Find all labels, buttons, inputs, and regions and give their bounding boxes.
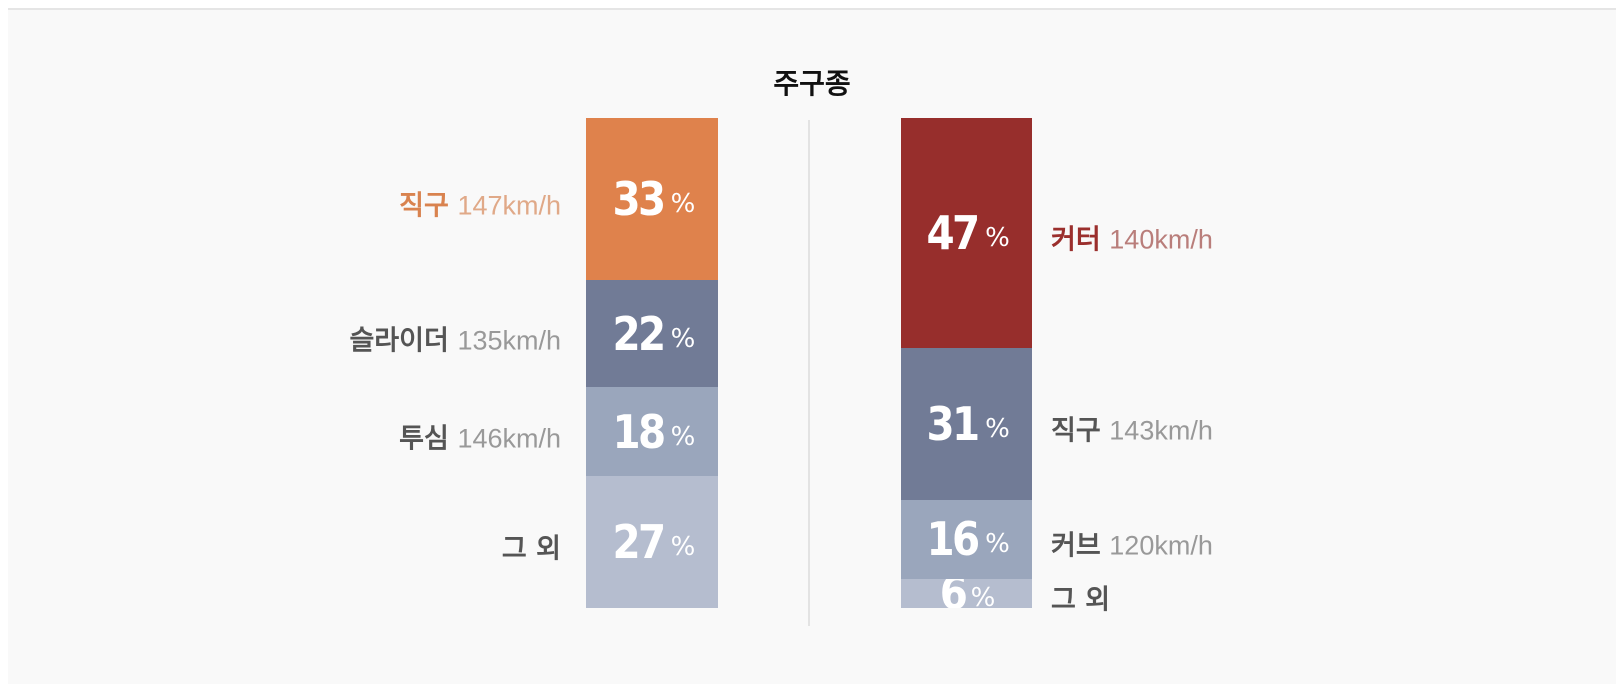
pitch-speed: 143km/h: [1109, 415, 1213, 446]
bar-segment-left-1: 33%: [586, 118, 718, 280]
percent-value: 18: [612, 404, 666, 459]
percent-symbol: %: [670, 323, 696, 354]
percent-value: 6: [939, 578, 967, 608]
segment-label-left-4: 그 외: [502, 526, 561, 565]
bar-segment-right-2: 31%: [901, 348, 1032, 501]
segment-label-left-3: 투심 146km/h: [399, 416, 561, 455]
percent-symbol: %: [985, 414, 1010, 445]
segment-label-left-2: 슬라이더 135km/h: [349, 318, 561, 357]
pitch-speed: 120km/h: [1109, 530, 1213, 561]
chart-title: 주구종: [773, 67, 851, 100]
segment-label-right-3: 커브 120km/h: [1051, 524, 1213, 563]
pitch-name: 커브: [1051, 530, 1101, 562]
pitch-speed: 135km/h: [457, 325, 561, 356]
pitch-speed: 140km/h: [1109, 224, 1213, 255]
percent-value: 47: [926, 206, 981, 261]
pitch-name: 커터: [1051, 224, 1101, 256]
percent-symbol: %: [670, 188, 696, 219]
percent-symbol: %: [670, 421, 696, 452]
pitch-speed: 146km/h: [457, 423, 561, 454]
pitch-name: 투심: [399, 423, 449, 455]
pitch-name: 그 외: [501, 533, 561, 565]
chart-panel: 주구종 33% 22% 18% 27% 47% 31% 16% 6% 직구 147km/h 슬…: [8, 8, 1616, 684]
percent-symbol: %: [670, 531, 696, 562]
bar-segment-right-3: 16%: [901, 500, 1032, 579]
percent-value: 22: [612, 306, 666, 361]
pitch-name: 그 외: [1051, 584, 1111, 616]
top-rule: [8, 8, 1616, 10]
pitch-name: 슬라이더: [349, 325, 449, 357]
percent-value: 33: [612, 171, 666, 226]
percent-value: 16: [926, 512, 981, 567]
bar-segment-right-4: 6%: [901, 578, 1032, 608]
percent-value: 27: [612, 514, 666, 569]
pitch-speed: 147km/h: [457, 190, 561, 221]
stack-left: 33% 22% 18% 27%: [586, 118, 718, 608]
percent-symbol: %: [985, 223, 1010, 254]
segment-label-left-1: 직구 147km/h: [399, 183, 561, 222]
percent-symbol: %: [985, 529, 1010, 560]
center-divider: [808, 120, 810, 626]
bar-segment-left-4: 27%: [586, 475, 718, 608]
percent-value: 31: [926, 397, 981, 452]
percent-symbol: %: [970, 583, 996, 608]
bar-segment-left-2: 22%: [586, 279, 718, 388]
segment-label-right-2: 직구 143km/h: [1051, 409, 1213, 448]
bar-segment-left-3: 18%: [586, 387, 718, 476]
segment-label-right-4: 그 외: [1051, 578, 1110, 617]
segment-label-right-1: 커터 140km/h: [1051, 218, 1213, 257]
stack-right: 47% 31% 16% 6%: [901, 118, 1032, 608]
bar-segment-right-1: 47%: [901, 118, 1032, 349]
pitch-name: 직구: [1051, 415, 1101, 447]
pitch-name: 직구: [399, 190, 449, 222]
